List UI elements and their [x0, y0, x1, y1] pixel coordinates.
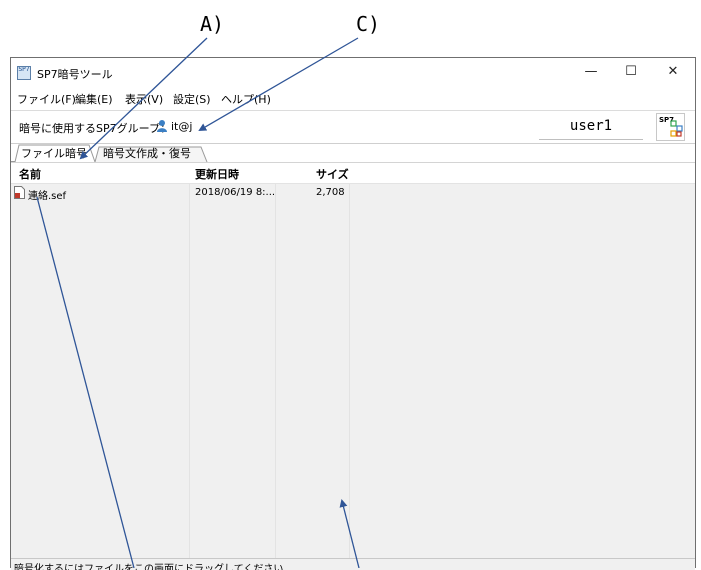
- menu-edit[interactable]: 編集(E): [75, 93, 113, 106]
- maximize-button[interactable]: ☐: [625, 64, 637, 79]
- callout-c-label: C): [356, 12, 381, 36]
- app-window: SP7 SP7暗号ツール — ☐ ✕ ファイル(F) 編集(E) 表示(V) 設…: [10, 57, 696, 570]
- person-icon: [157, 120, 167, 132]
- sp7-logo-text: SP7: [659, 116, 675, 124]
- menu-file[interactable]: ファイル(F): [17, 93, 76, 106]
- menu-help[interactable]: ヘルプ(H): [221, 93, 271, 106]
- group-selector-row: 暗号に使用するSP7グループ： it@j user1 SP7: [11, 110, 695, 144]
- close-button[interactable]: ✕: [667, 64, 679, 79]
- file-size: 2,708: [316, 187, 345, 198]
- window-title: SP7暗号ツール: [37, 68, 113, 81]
- file-modified: 2018/06/19 8:...: [195, 187, 276, 198]
- group-label: 暗号に使用するSP7グループ：: [19, 122, 171, 135]
- title-bar: SP7 SP7暗号ツール — ☐ ✕: [11, 58, 695, 88]
- column-header-name[interactable]: 名前: [19, 168, 41, 181]
- file-list-pane[interactable]: 名前 更新日時 サイズ 連絡.sef 2018/06/19 8:... 2,70…: [11, 162, 695, 559]
- tab-file-encrypt[interactable]: ファイル暗号: [21, 147, 87, 160]
- menu-settings[interactable]: 設定(S): [173, 93, 211, 106]
- status-bar: 暗号化するにはファイルをこの画面にドラッグしてください: [11, 558, 695, 570]
- column-divider: [189, 183, 190, 559]
- encrypted-file-icon: [14, 186, 25, 199]
- column-divider: [349, 183, 350, 559]
- callout-a-label: A): [200, 12, 225, 36]
- tab-text-encrypt-decrypt[interactable]: 暗号文作成・復号: [103, 147, 191, 160]
- table-row[interactable]: 連絡.sef 2018/06/19 8:... 2,708: [11, 184, 695, 202]
- menu-bar: ファイル(F) 編集(E) 表示(V) 設定(S) ヘルプ(H): [11, 88, 695, 108]
- app-logo-icon: SP7: [17, 66, 31, 80]
- sp7-logo-icon[interactable]: SP7: [656, 113, 685, 141]
- menu-view[interactable]: 表示(V): [125, 93, 164, 106]
- group-value[interactable]: it@j: [171, 120, 193, 133]
- column-header-modified[interactable]: 更新日時: [195, 168, 239, 181]
- column-header-row: 名前 更新日時 サイズ: [11, 163, 695, 184]
- minimize-button[interactable]: —: [584, 64, 598, 79]
- tab-strip: ファイル暗号 暗号文作成・復号: [11, 142, 695, 162]
- user-name-display[interactable]: user1: [539, 114, 643, 140]
- file-name: 連絡.sef: [28, 191, 67, 202]
- column-header-size[interactable]: サイズ: [316, 168, 349, 181]
- column-divider: [275, 183, 276, 559]
- status-text: 暗号化するにはファイルをこの画面にドラッグしてください: [14, 564, 284, 570]
